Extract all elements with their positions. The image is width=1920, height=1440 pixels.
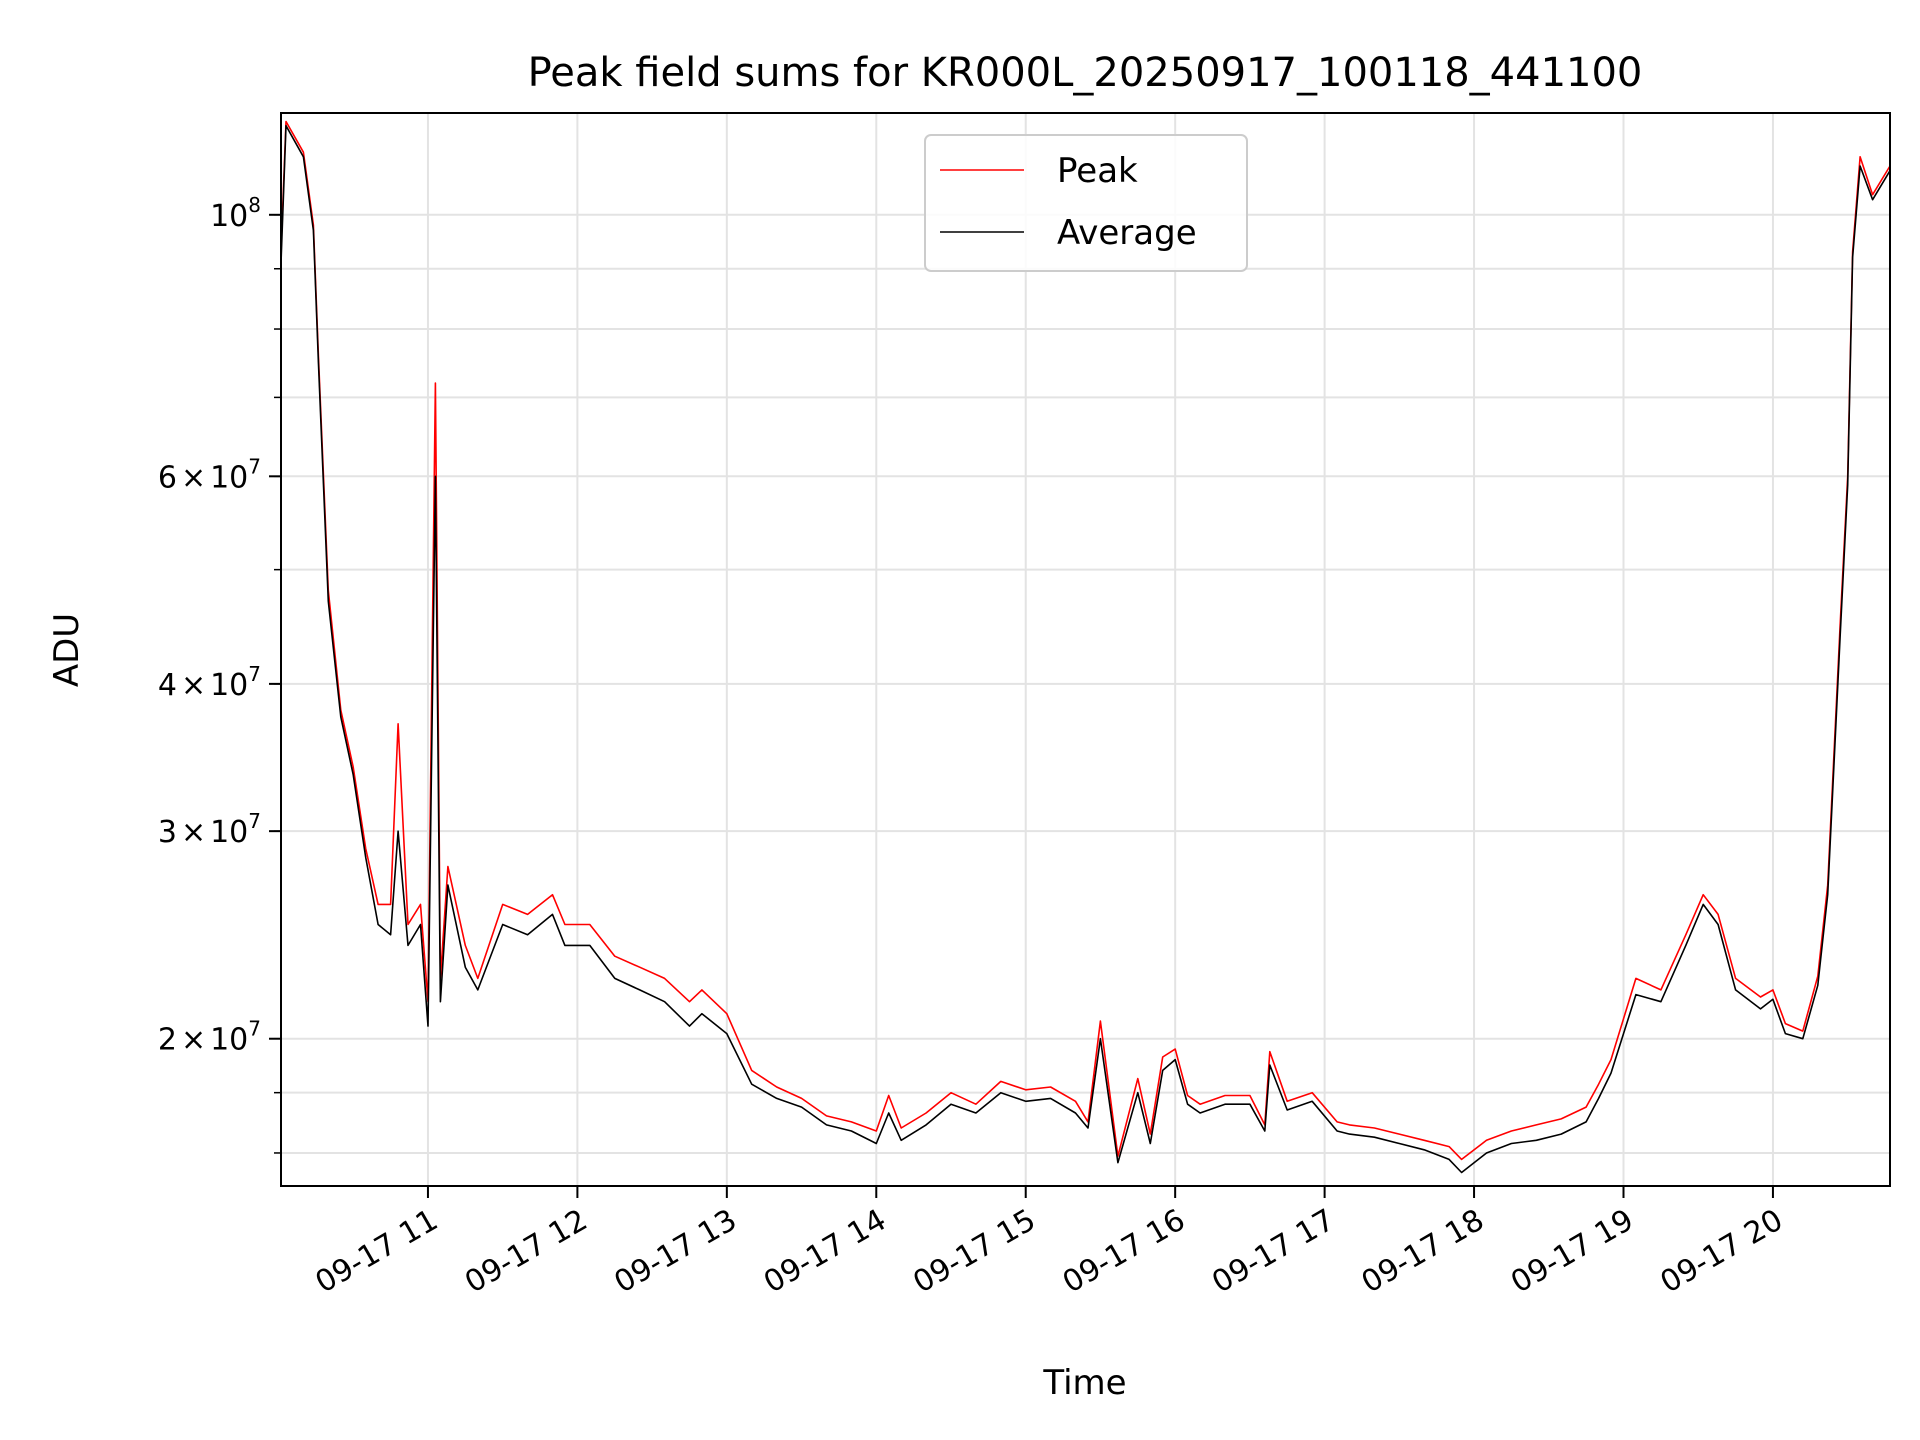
y-tick-label: 108 — [210, 193, 261, 234]
y-tick-exponent: 7 — [248, 454, 261, 478]
y-axis: 2 × 107 3 × 107 4 × 107 6 × 107 108 — [158, 193, 281, 1154]
legend-label-peak: Peak — [1057, 151, 1138, 191]
y-tick-mantissa: 4 — [158, 668, 177, 703]
legend: Peak Average — [924, 134, 1248, 272]
y-tick-exponent: 8 — [248, 193, 261, 217]
y-tick-label: 6 × 107 — [158, 454, 261, 495]
x-axis-label: Time — [1042, 1363, 1126, 1403]
legend-label-average: Average — [1057, 213, 1197, 253]
y-tick-mantissa: 2 — [158, 1023, 177, 1058]
y-tick-label: 4 × 107 — [158, 662, 261, 703]
y-tick-exponent: 7 — [248, 662, 261, 686]
y-tick-mantissa: 3 — [158, 815, 177, 850]
series-line-average — [280, 124, 1891, 1174]
y-tick-exponent: 7 — [248, 1017, 261, 1041]
legend-box — [924, 134, 1248, 272]
y-axis-label: ADU — [47, 613, 87, 687]
series-group — [280, 120, 1891, 1174]
y-tick-exponent: 7 — [248, 809, 261, 833]
y-tick-label: 3 × 107 — [158, 809, 261, 850]
y-tick-mantissa: 6 — [158, 460, 177, 495]
grid — [281, 113, 1890, 1186]
chart-title: Peak field sums for KR000L_20250917_1001… — [528, 50, 1643, 96]
plot-frame — [280, 112, 1891, 1187]
y-tick-label: 2 × 107 — [158, 1017, 261, 1058]
